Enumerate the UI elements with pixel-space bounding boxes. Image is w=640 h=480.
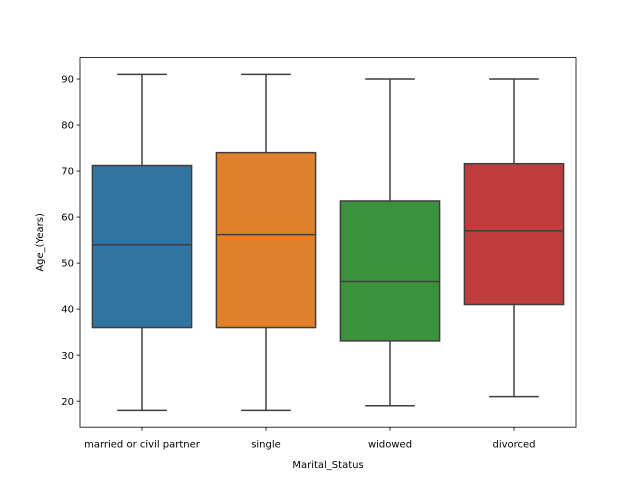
x-tick-label: divorced xyxy=(492,440,535,451)
plot-area xyxy=(91,73,565,412)
box-0 xyxy=(91,73,193,412)
box-body xyxy=(463,162,565,306)
plot-frame xyxy=(79,57,577,428)
x-tick-label: married or civil partner xyxy=(84,440,201,451)
y-axis: 20 30 40 50 60 70 80 90 xyxy=(61,75,80,408)
y-tick-label: 70 xyxy=(61,167,74,178)
y-tick-label: 60 xyxy=(61,213,74,224)
x-tick-label: widowed xyxy=(368,440,412,451)
box-body xyxy=(215,151,317,329)
x-axis: married or civil partner single widowed div… xyxy=(84,427,536,451)
y-tick-label: 90 xyxy=(61,75,74,86)
x-axis-label: Marital_Status xyxy=(292,460,363,471)
box-body xyxy=(339,200,441,342)
x-tick-label: single xyxy=(251,440,281,451)
y-tick-label: 20 xyxy=(61,397,74,408)
y-axis-label: Age_(Years) xyxy=(35,213,46,272)
box-body xyxy=(91,164,193,329)
y-tick-label: 40 xyxy=(61,305,74,316)
y-tick-label: 80 xyxy=(61,121,74,132)
box-3 xyxy=(463,78,565,398)
y-tick-label: 30 xyxy=(61,351,74,362)
box-2 xyxy=(339,78,441,407)
box-1 xyxy=(215,73,317,412)
y-tick-label: 50 xyxy=(61,259,74,270)
